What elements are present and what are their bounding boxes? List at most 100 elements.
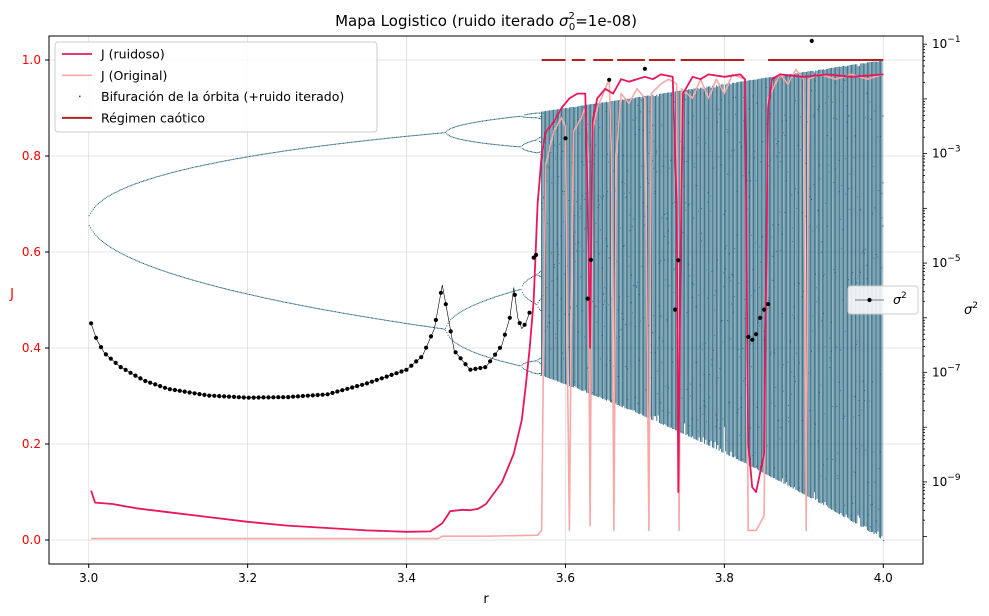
sigma-point <box>512 292 517 297</box>
sigma-point <box>158 384 163 389</box>
sigma-point <box>113 360 118 365</box>
sigma-point <box>291 394 296 399</box>
legend-main: J (ruidoso) J (Original) Bifuración de la … <box>54 41 378 133</box>
sigma-point <box>300 393 305 399</box>
y-left-tick-label: 1.0 <box>22 53 41 67</box>
legend-label: J (ruidoso) <box>100 47 165 62</box>
sigma-point <box>762 307 767 312</box>
sigma-point <box>483 365 488 370</box>
sigma-point <box>295 394 301 399</box>
sigma-point <box>202 392 207 397</box>
x-axis: 3.0 3.2 3.4 3.6 3.8 4.0 <box>79 564 893 585</box>
legend-entry-j_original: J (Original) <box>62 68 167 83</box>
legend-entry-j_noisy: J (ruidoso) <box>62 47 165 62</box>
legend-box <box>54 41 378 133</box>
sigma-point <box>414 359 419 364</box>
sigma-point <box>256 395 261 400</box>
sigma-point <box>374 377 379 383</box>
sigma-point <box>404 367 409 372</box>
sigma-point <box>350 385 355 390</box>
legend-label: Régimen caótico <box>101 110 205 125</box>
x-tick-label: 3.6 <box>556 571 575 585</box>
y-right-tick-label: 10−3 <box>932 145 961 161</box>
sigma-point <box>266 395 271 400</box>
y-right-tick-label: 10−9 <box>932 473 961 489</box>
sigma-point <box>133 373 138 378</box>
sigma-point <box>443 302 448 307</box>
sigma-point <box>394 371 399 376</box>
x-tick-label: 3.0 <box>79 571 98 585</box>
sigma-point <box>123 367 128 372</box>
sigma-point <box>588 257 594 262</box>
legend-label: J (Original) <box>100 68 167 83</box>
sigma-point <box>118 365 123 370</box>
sigma-point <box>138 376 143 381</box>
sigma-point <box>246 395 251 400</box>
legend-label: Bifuración de la órbita (+ruido iterado) <box>101 89 344 104</box>
sigma-point <box>468 367 473 372</box>
sigma-point <box>207 393 212 398</box>
sigma-point <box>424 345 429 350</box>
sigma-point <box>241 395 246 400</box>
sigma-point <box>497 345 503 350</box>
sigma-point <box>310 393 315 398</box>
sigma-point <box>428 334 434 339</box>
sigma-point <box>108 356 113 361</box>
sigma-point <box>153 382 158 387</box>
sigma-point <box>281 395 286 400</box>
sigma-point <box>276 395 281 400</box>
sigma-point <box>231 394 237 399</box>
sigma-point <box>320 392 325 397</box>
sigma-point <box>809 38 814 44</box>
series-line-sigma <box>90 284 530 398</box>
sigma-point <box>369 379 374 384</box>
sigma-point <box>754 332 759 337</box>
sigma-point <box>585 296 590 301</box>
sigma-point <box>478 365 483 371</box>
sigma-point <box>517 320 522 326</box>
sigma-point <box>217 394 222 399</box>
sigma-point <box>335 389 340 394</box>
sigma-point <box>148 380 153 385</box>
sigma-point <box>409 363 414 368</box>
sigma-point <box>364 381 370 386</box>
sigma-point <box>448 329 453 334</box>
sigma-point <box>182 389 187 394</box>
sigma-point <box>502 332 507 337</box>
y-axis-left-label: J <box>9 287 14 302</box>
legend-sigma-label: σ2 <box>893 291 907 307</box>
sigma-point <box>98 345 104 350</box>
sigma-point <box>128 370 133 375</box>
sigma-point <box>463 362 468 367</box>
x-tick-label: 3.2 <box>238 571 257 585</box>
series-line-j_original <box>91 68 884 540</box>
y-left-tick-label: 0.6 <box>22 245 41 259</box>
sigma-point <box>325 392 330 397</box>
sigma-point <box>286 395 291 400</box>
sigma-point <box>438 290 443 295</box>
sigma-point <box>531 255 536 260</box>
sigma-point <box>453 350 458 355</box>
sigma-point <box>167 387 172 392</box>
y-right-tick-label: 10−1 <box>932 35 961 51</box>
y-left-tick-label: 0.4 <box>22 341 41 355</box>
sigma-point <box>261 395 266 400</box>
sigma-point <box>458 356 463 361</box>
sigma-markers <box>89 38 814 400</box>
y-axis-right-label: σ2 <box>964 301 978 318</box>
sigma-point <box>177 388 182 393</box>
sigma-point <box>187 390 192 395</box>
sigma-point <box>355 384 360 389</box>
sigma-point <box>226 394 232 399</box>
plot-frame <box>48 35 924 565</box>
x-tick-label: 3.4 <box>397 571 416 585</box>
sigma-point <box>750 337 755 342</box>
sigma-point <box>271 395 276 400</box>
legend-entry-bifurcation: Bifuración de la órbita (+ruido iterado) <box>79 89 344 104</box>
y-axis-right: 10−9 10−7 10−5 10−3 10−1 <box>923 35 961 538</box>
x-tick-label: 3.8 <box>715 571 734 585</box>
y-axis-left: 0.0 0.2 0.4 0.6 0.8 1.0 <box>22 53 49 547</box>
sigma-point <box>143 378 148 384</box>
legend-sigma: σ2 <box>847 285 919 315</box>
